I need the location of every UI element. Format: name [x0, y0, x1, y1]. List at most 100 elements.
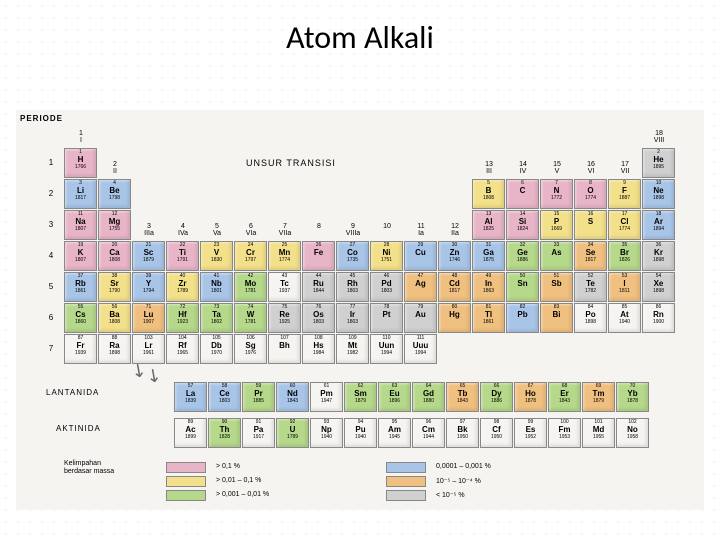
element-cell: 83Bi	[540, 303, 573, 333]
element-cell: 55Cs1860	[64, 303, 97, 333]
element-cell: 101Md1955	[582, 418, 615, 448]
element-cell: 89Ac1899	[174, 418, 207, 448]
element-cell: 19K1807	[64, 241, 97, 271]
element-cell: 62Sm1879	[344, 382, 377, 412]
group-label: 17VII	[608, 161, 642, 175]
group-label: 16VI	[574, 161, 608, 175]
element-cell: 51Sb	[540, 272, 573, 302]
element-cell: 20Ca1808	[98, 241, 131, 271]
element-cell: 94Pu1940	[344, 418, 377, 448]
group-label: 9VIIIa	[336, 223, 370, 237]
element-cell: 98Cf1950	[480, 418, 513, 448]
group-label: 18VIII	[642, 130, 676, 144]
element-cell: 5B1808	[472, 179, 505, 209]
element-cell: 36Kr1898	[642, 241, 675, 271]
element-cell: 16S	[574, 210, 607, 240]
element-cell: 32Ge1886	[506, 241, 539, 271]
period-number: 4	[46, 251, 56, 260]
page-title: Atom Alkali	[0, 0, 720, 57]
element-cell: 68Er1843	[548, 382, 581, 412]
group-label: 3IIIa	[132, 223, 166, 237]
group-label: 8	[302, 223, 336, 230]
group-label: 13III	[472, 161, 506, 175]
element-cell: 84Po1898	[574, 303, 607, 333]
element-cell: 100Fm1953	[548, 418, 581, 448]
group-label: 7VIIa	[268, 223, 302, 237]
element-cell: 18Ar1894	[642, 210, 675, 240]
period-number: 2	[46, 189, 56, 198]
element-cell: 79Au	[404, 303, 437, 333]
element-cell: 53I1811	[608, 272, 641, 302]
element-cell: 56Ba1808	[98, 303, 131, 333]
legend-text: > 0,001 – 0,01 %	[216, 491, 269, 498]
element-cell: 9F1887	[608, 179, 641, 209]
element-cell: 70Yb1878	[616, 382, 649, 412]
element-cell: 73Ta1802	[200, 303, 233, 333]
unsur-transisi-label: UNSUR TRANSISI	[246, 158, 336, 168]
element-cell: 14Si1824	[506, 210, 539, 240]
element-cell: 57La1839	[174, 382, 207, 412]
element-cell: 26Fe	[302, 241, 335, 271]
element-cell: 13Al1825	[472, 210, 505, 240]
element-cell: 74W1781	[234, 303, 267, 333]
element-cell: 75Re1925	[268, 303, 301, 333]
element-cell: 17Cl1774	[608, 210, 641, 240]
element-cell: 28Ni1751	[370, 241, 403, 271]
group-label: 15V	[540, 161, 574, 175]
element-cell: 82Pb	[506, 303, 539, 333]
element-cell: 1H1766	[64, 148, 97, 178]
element-cell: 97Bk1950	[446, 418, 479, 448]
element-cell: 50Sn	[506, 272, 539, 302]
element-cell: 86Rn1900	[642, 303, 675, 333]
group-label: 2II	[98, 161, 132, 175]
element-cell: 87Fr1939	[64, 334, 97, 364]
element-cell: 96Cm1944	[412, 418, 445, 448]
element-cell: 105Db1970	[200, 334, 233, 364]
element-cell: 41Nb1801	[200, 272, 233, 302]
element-cell: 8O1774	[574, 179, 607, 209]
element-cell: 43Tc1937	[268, 272, 301, 302]
element-cell: 49In1863	[472, 272, 505, 302]
element-cell: 12Mg1755	[98, 210, 131, 240]
element-cell: 111Uuu1994	[404, 334, 437, 364]
element-cell: 4Be1798	[98, 179, 131, 209]
element-cell: 48Cd1817	[438, 272, 471, 302]
legend-text: < 10⁻⁵ %	[436, 491, 465, 499]
element-cell: 80Hg	[438, 303, 471, 333]
element-cell: 77Ir1803	[336, 303, 369, 333]
element-cell: 37Rb1861	[64, 272, 97, 302]
legend-swatch	[386, 462, 426, 473]
element-cell: 46Pd1803	[370, 272, 403, 302]
element-cell: 108Hs1984	[302, 334, 335, 364]
element-cell: 72Hf1923	[166, 303, 199, 333]
element-cell: 29Cu	[404, 241, 437, 271]
element-cell: 102No1958	[616, 418, 649, 448]
element-cell: 24Cr1797	[234, 241, 267, 271]
element-cell: 3Li1817	[64, 179, 97, 209]
legend-swatch	[386, 490, 426, 501]
element-cell: 7N1772	[540, 179, 573, 209]
aktinida-label: AKTINIDA	[56, 424, 101, 433]
element-cell: 66Dy1886	[480, 382, 513, 412]
element-cell: 67Ho1878	[514, 382, 547, 412]
element-cell: 95Am1945	[378, 418, 411, 448]
element-cell: 54Xe1898	[642, 272, 675, 302]
period-number: 1	[46, 158, 56, 167]
element-cell: 52Te1782	[574, 272, 607, 302]
element-cell: 21Sc1879	[132, 241, 165, 271]
element-cell: 25Mn1774	[268, 241, 301, 271]
element-cell: 65Tb1843	[446, 382, 479, 412]
periode-label: PERIODE	[20, 114, 63, 123]
group-label: 6VIa	[234, 223, 268, 237]
legend-swatch	[166, 462, 206, 473]
element-cell: 23V1830	[200, 241, 233, 271]
element-cell: 60Nd1843	[276, 382, 309, 412]
group-label: 14IV	[506, 161, 540, 175]
element-cell: 39Y1794	[132, 272, 165, 302]
group-label: 1I	[64, 130, 98, 144]
element-cell: 27Co1735	[336, 241, 369, 271]
element-cell: 93Np1940	[310, 418, 343, 448]
group-label: 10	[370, 223, 404, 230]
element-cell: 2He1895	[642, 148, 675, 178]
element-cell: 78Pt	[370, 303, 403, 333]
